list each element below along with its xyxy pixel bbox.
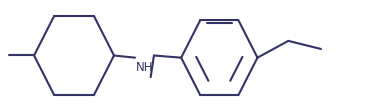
Text: NH: NH bbox=[135, 61, 153, 74]
